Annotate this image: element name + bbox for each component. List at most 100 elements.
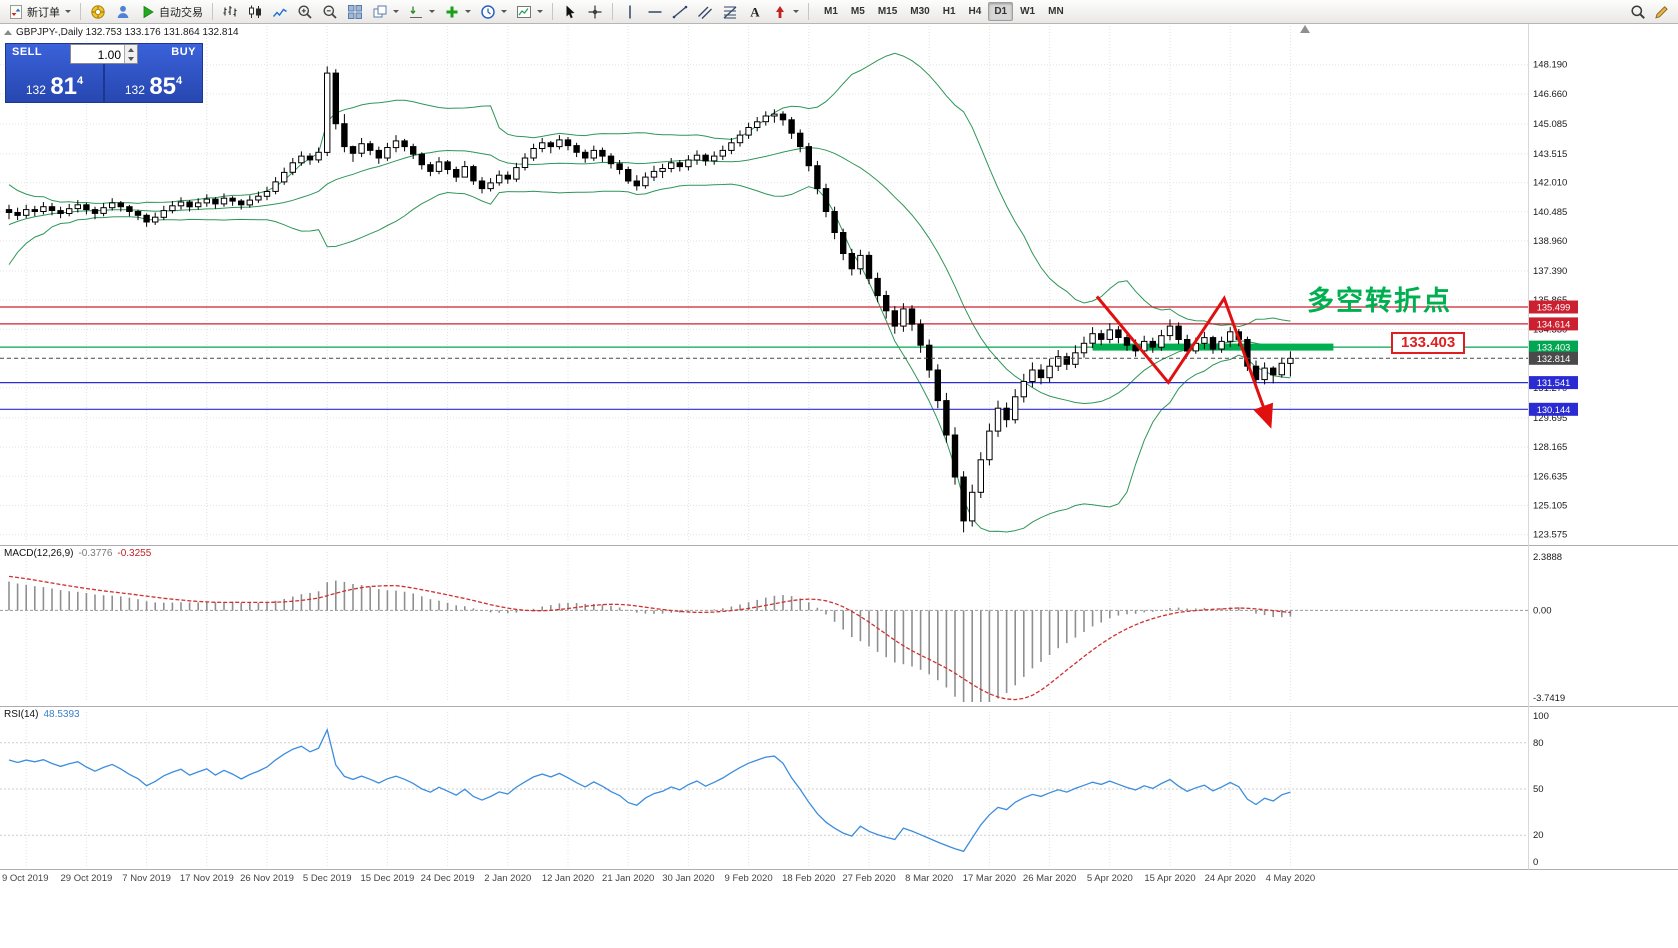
- dropdown-arrow-icon: [65, 10, 71, 13]
- macd-name: MACD(12,26,9): [4, 548, 74, 559]
- price-tag-value: 133.403: [1537, 343, 1571, 353]
- volume-spinner[interactable]: [124, 45, 137, 63]
- timeframe-m5-button[interactable]: M5: [850, 6, 865, 17]
- candle: [1227, 331, 1234, 342]
- date-axis-label: 15 Dec 2019: [360, 873, 414, 884]
- timeframe-m15-button[interactable]: M15: [877, 6, 898, 17]
- one-click-trading-panel: SELL 132 814 BUY 132 854 1.00: [5, 43, 203, 103]
- candle: [513, 167, 520, 180]
- toolbar-cursor-button[interactable]: [558, 1, 582, 22]
- candles-icon: [247, 4, 263, 20]
- toolbar-arrange-windows-button[interactable]: [368, 1, 403, 22]
- volume-input[interactable]: 1.00: [70, 44, 138, 64]
- candle: [943, 400, 950, 436]
- fibo-icon: [722, 4, 738, 20]
- date-axis-label: 17 Mar 2020: [963, 873, 1016, 884]
- toolbar-quick-edit-button[interactable]: [1650, 1, 1674, 22]
- date-axis-label: 2 Jan 2020: [484, 873, 531, 884]
- price-tag: [1529, 351, 1578, 365]
- timeframe-m30-button[interactable]: M30: [910, 6, 930, 17]
- candle: [23, 209, 30, 216]
- toolbar-equidistant-channel-button[interactable]: [693, 1, 717, 22]
- date-axis-label: 21 Jan 2020: [602, 873, 654, 884]
- toolbar-text-button[interactable]: A: [743, 1, 767, 22]
- buy-button[interactable]: BUY 132 854: [104, 43, 203, 103]
- toolbar-community-button[interactable]: [111, 1, 135, 22]
- toolbar-search-button[interactable]: [1626, 1, 1650, 22]
- candle: [994, 407, 1002, 432]
- toolbar-tile-windows-button[interactable]: [343, 1, 367, 22]
- cursor-icon: [562, 4, 578, 20]
- toolbar-candlestick-chart-button[interactable]: [243, 1, 267, 22]
- timeframe-h4-button[interactable]: H4: [968, 6, 982, 17]
- toolbar-crosshair-button[interactable]: [583, 1, 607, 22]
- candle: [186, 201, 193, 208]
- candle: [126, 206, 133, 212]
- volume-down-button[interactable]: [125, 54, 137, 63]
- toolbar-zoom-in-button[interactable]: [293, 1, 317, 22]
- toolbar-templates-button[interactable]: [512, 1, 547, 22]
- price-axis-label: 138.960: [1533, 236, 1567, 247]
- sell-label: SELL: [12, 46, 43, 58]
- toolbar-arrows-button[interactable]: [768, 1, 803, 22]
- toolbar-horizontal-line-button[interactable]: [643, 1, 667, 22]
- candle: [814, 165, 821, 190]
- toolbar-periods-button[interactable]: [476, 1, 511, 22]
- candle: [487, 182, 494, 190]
- macd-panel: [0, 575, 1528, 702]
- macd-axis-label: 0.00: [1533, 605, 1552, 616]
- candle: [582, 151, 589, 159]
- toolbar-trendline-button[interactable]: [668, 1, 692, 22]
- volume-up-button[interactable]: [125, 45, 137, 54]
- toolbar-vertical-line-button[interactable]: [618, 1, 642, 22]
- candle: [1055, 356, 1062, 367]
- toolbar-line-chart-button[interactable]: [268, 1, 292, 22]
- candle: [702, 154, 709, 162]
- candle: [960, 476, 967, 522]
- price-axis-label: 126.635: [1533, 471, 1567, 482]
- toolbar-new-order-button[interactable]: 新订单: [4, 1, 75, 22]
- date-axis-label: 9 Oct 2019: [2, 873, 48, 884]
- timeframe-mn-button[interactable]: MN: [1048, 6, 1064, 17]
- candle: [977, 459, 984, 493]
- candle: [874, 277, 881, 297]
- candle: [676, 162, 683, 168]
- toolbar-zoom-out-button[interactable]: [318, 1, 342, 22]
- cascade-icon: [372, 4, 388, 20]
- zoom-in-icon: [297, 4, 313, 20]
- toolbar-indicators-button[interactable]: [440, 1, 475, 22]
- candle: [40, 206, 47, 212]
- timeframe-m1-button[interactable]: M1: [824, 6, 838, 17]
- symbol-ohlc-text: GBPJPY-,Daily 132.753 133.176 131.864 13…: [16, 27, 239, 38]
- candle: [401, 140, 408, 148]
- clock-icon: [480, 4, 496, 20]
- toolbar-bar-chart-button[interactable]: [218, 1, 242, 22]
- toolbar-fibonacci-button[interactable]: [718, 1, 742, 22]
- candle: [1287, 357, 1294, 364]
- play-icon: [140, 4, 156, 20]
- candle: [212, 198, 219, 205]
- candle: [100, 207, 107, 214]
- bars-icon: [222, 4, 238, 20]
- candle: [1270, 367, 1277, 376]
- candle: [496, 174, 503, 184]
- candle: [779, 113, 787, 121]
- crosshair-icon: [587, 4, 603, 20]
- toolbar-chart-shift-button[interactable]: [404, 1, 439, 22]
- toolbar-autotrading-button[interactable]: 自动交易: [136, 1, 207, 22]
- price-tag-value: 134.614: [1537, 319, 1571, 329]
- date-axis-label: 17 Nov 2019: [180, 873, 234, 884]
- price-axis-label: 137.390: [1533, 266, 1567, 277]
- dropdown-arrow-icon: [793, 10, 799, 13]
- candle: [805, 146, 812, 167]
- zigzag-arrow[interactable]: [1095, 295, 1274, 429]
- timeframe-w1-button[interactable]: W1: [1020, 6, 1036, 17]
- timeframe-d1-button[interactable]: D1: [988, 2, 1014, 21]
- toolbar-layout-button[interactable]: [86, 1, 110, 22]
- rsi-line: [8, 727, 1291, 853]
- bollinger-middle-line: [8, 147, 1291, 405]
- one-click-toggle-icon[interactable]: [4, 30, 12, 35]
- candle: [418, 153, 426, 166]
- timeframe-h1-button[interactable]: H1: [942, 6, 956, 17]
